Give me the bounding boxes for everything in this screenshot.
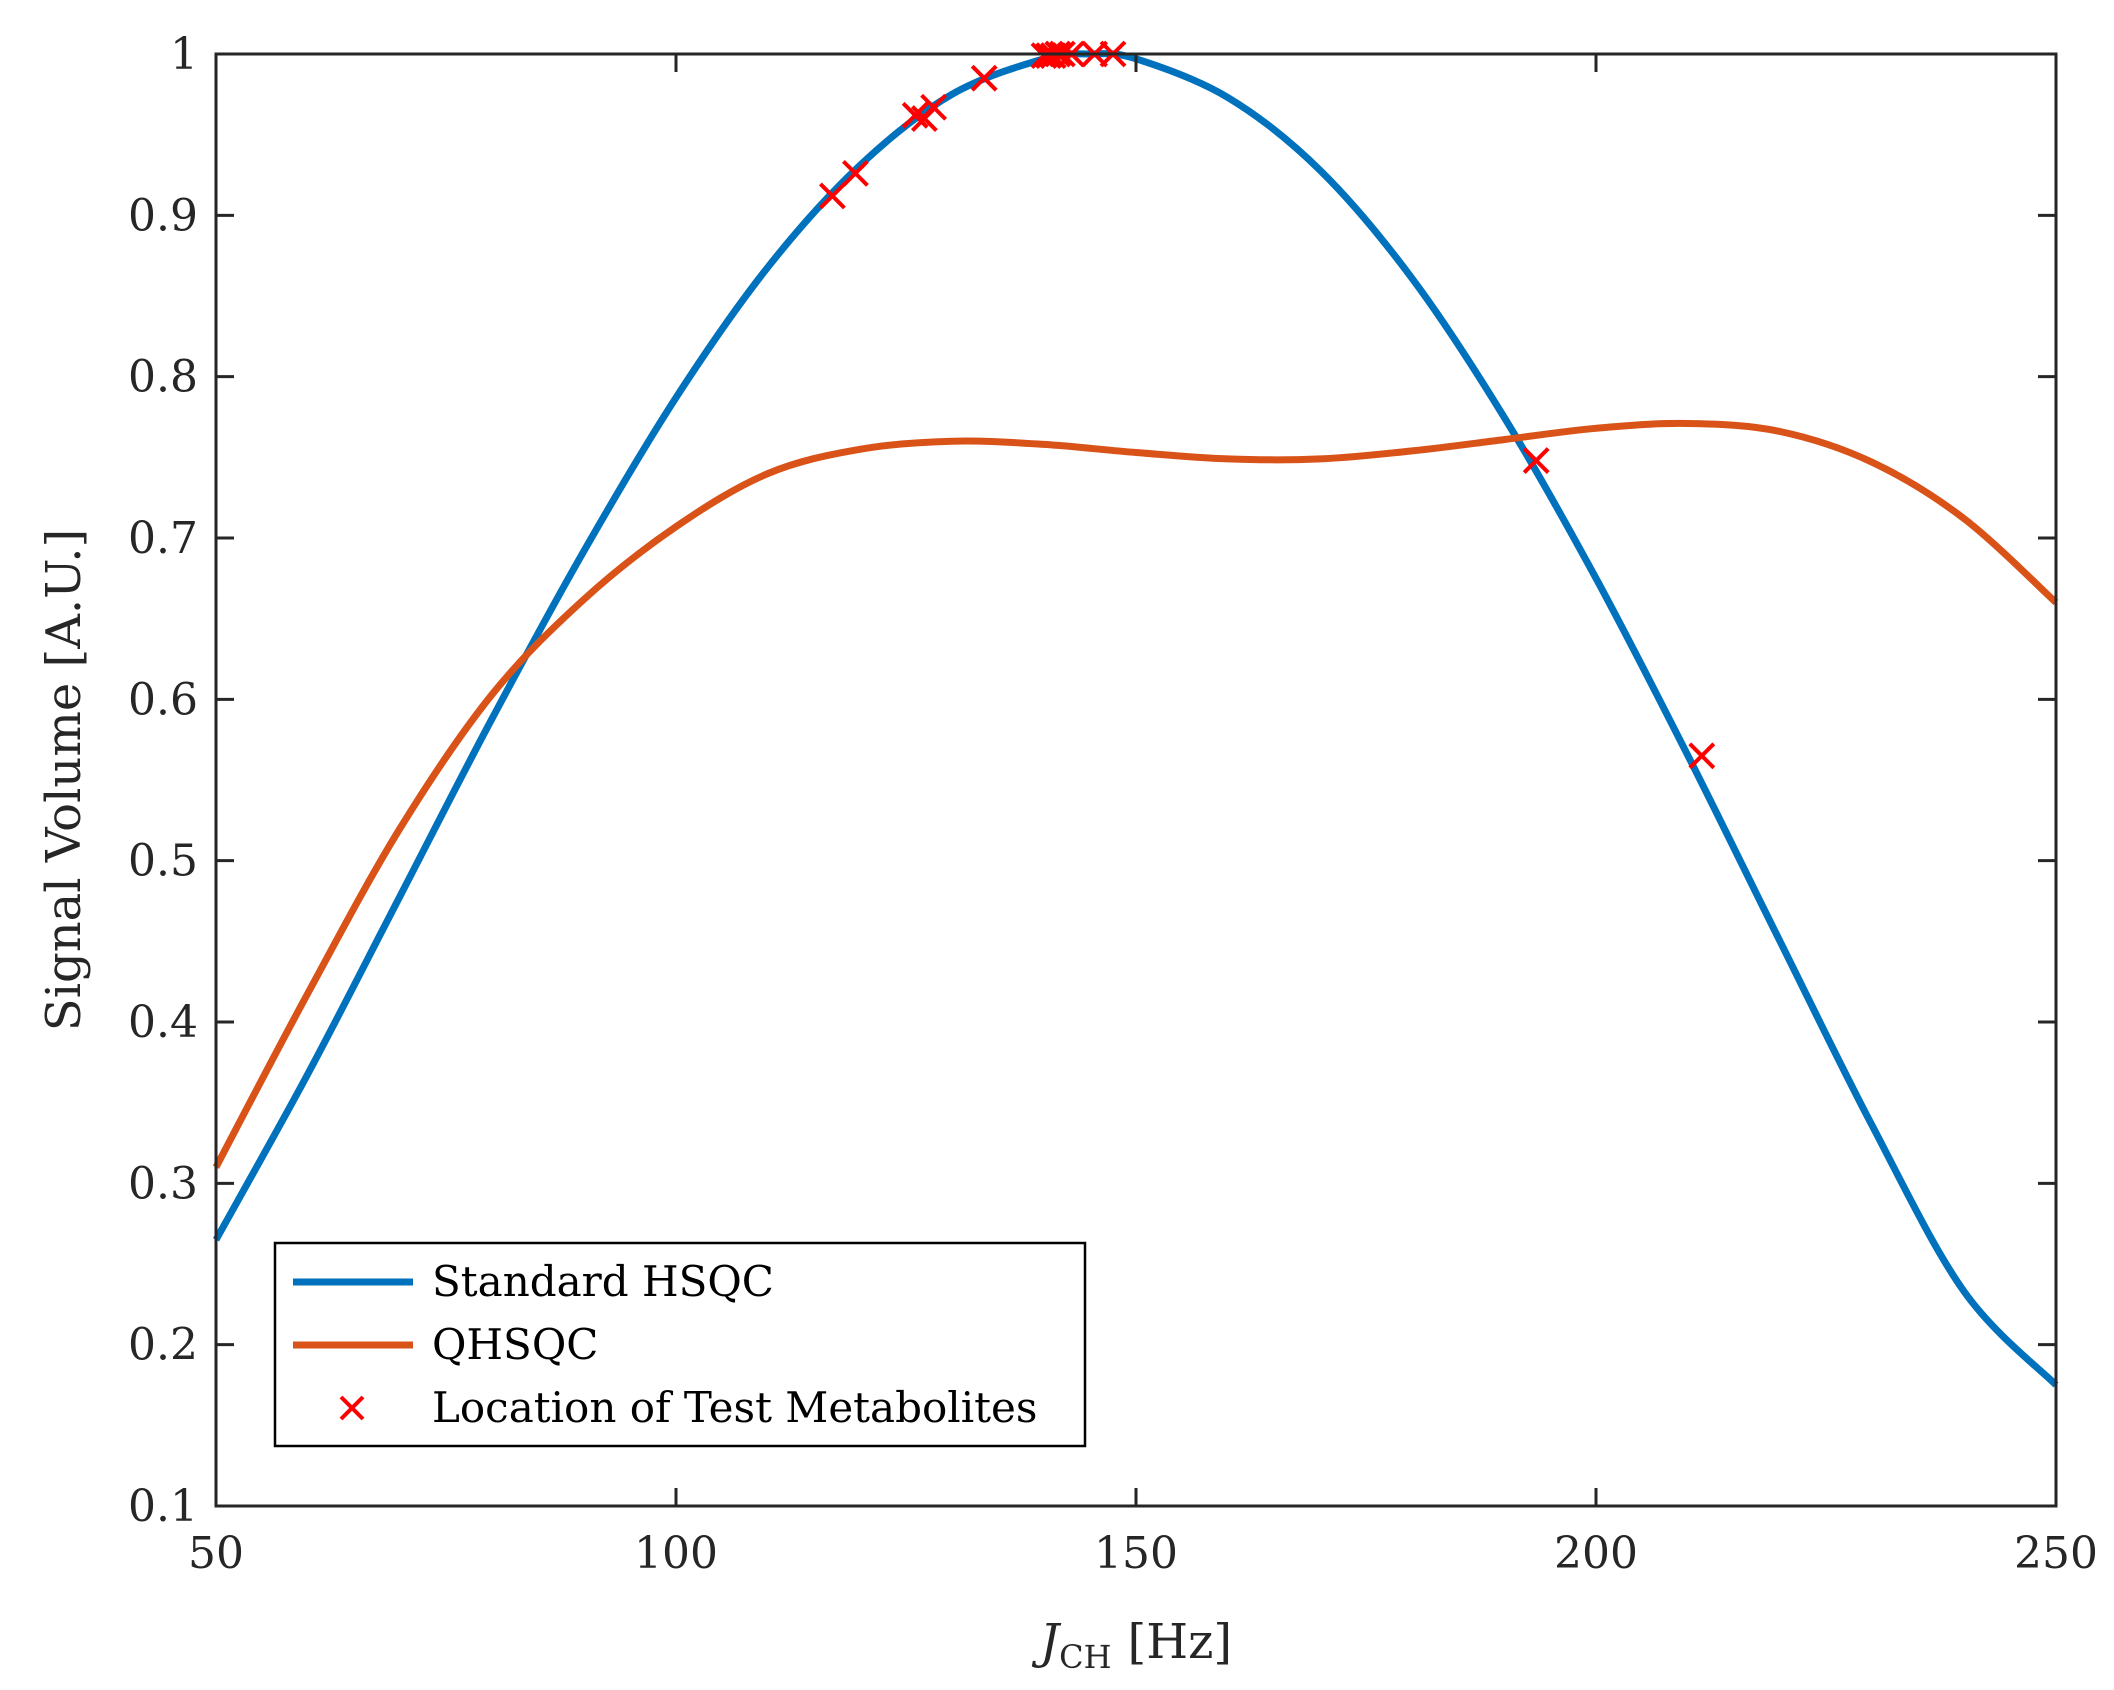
legend: Standard HSQC QHSQC Location of Test Met…: [273, 1241, 1087, 1448]
x-tick-label-2: 150: [1094, 1528, 1178, 1579]
y-tick-label-4: 0.5: [128, 836, 198, 887]
y-tick-label-6: 0.7: [128, 513, 198, 564]
legend-label-metabolites: Location of Test Metabolites: [432, 1383, 1037, 1432]
axes-box: [214, 52, 2058, 1508]
x-tick-label-1: 100: [634, 1528, 718, 1579]
series-line-qhsqc: [212, 419, 2059, 1169]
series-layer: [212, 40, 2059, 1388]
y-tick-label-0: 0.1: [128, 1481, 198, 1532]
x-axis-title: JCH [Hz]: [1031, 1614, 1232, 1676]
metabolite-marker-0: [818, 182, 846, 210]
y-tick-label-9: 1: [170, 29, 198, 80]
x-tick-label-0: 50: [188, 1528, 244, 1579]
series-line-standard-hsqc: [212, 50, 2059, 1388]
metabolite-marker-15: [1688, 742, 1716, 770]
legend-label-standard-hsqc: Standard HSQC: [432, 1257, 774, 1306]
metabolite-marker-5: [970, 64, 998, 92]
metabolite-marker-4: [920, 93, 948, 121]
x-axis-symbol: J: [1031, 1614, 1062, 1670]
y-tick-label-2: 0.3: [128, 1158, 198, 1209]
x-axis-subscript: CH: [1059, 1638, 1111, 1676]
y-tick-label-7: 0.8: [128, 352, 198, 403]
y-axis-title: Signal Volume [A.U.]: [36, 529, 92, 1031]
x-tick-label-3: 200: [1554, 1528, 1638, 1579]
metabolite-marker-2: [901, 101, 929, 129]
metabolite-marker-1: [841, 159, 869, 187]
y-tick-label-8: 0.9: [128, 190, 198, 241]
x-tick-label-4: 250: [2014, 1528, 2098, 1579]
y-tick-label-5: 0.6: [128, 674, 198, 725]
x-axis-unit: [Hz]: [1128, 1614, 1233, 1670]
y-tick-label-3: 0.4: [128, 997, 198, 1048]
tick-labels: 50 100 150 200 250 0.1 0.2 0.3 0.4 0.5 0.6 0.7 0.8 0.…: [128, 29, 2098, 1579]
y-tick-label-1: 0.2: [128, 1320, 198, 1371]
legend-label-qhsqc: QHSQC: [432, 1320, 598, 1369]
metabolite-marker-14: [1522, 447, 1550, 474]
legend-swatch-metabolites-x-icon: [339, 1395, 365, 1421]
